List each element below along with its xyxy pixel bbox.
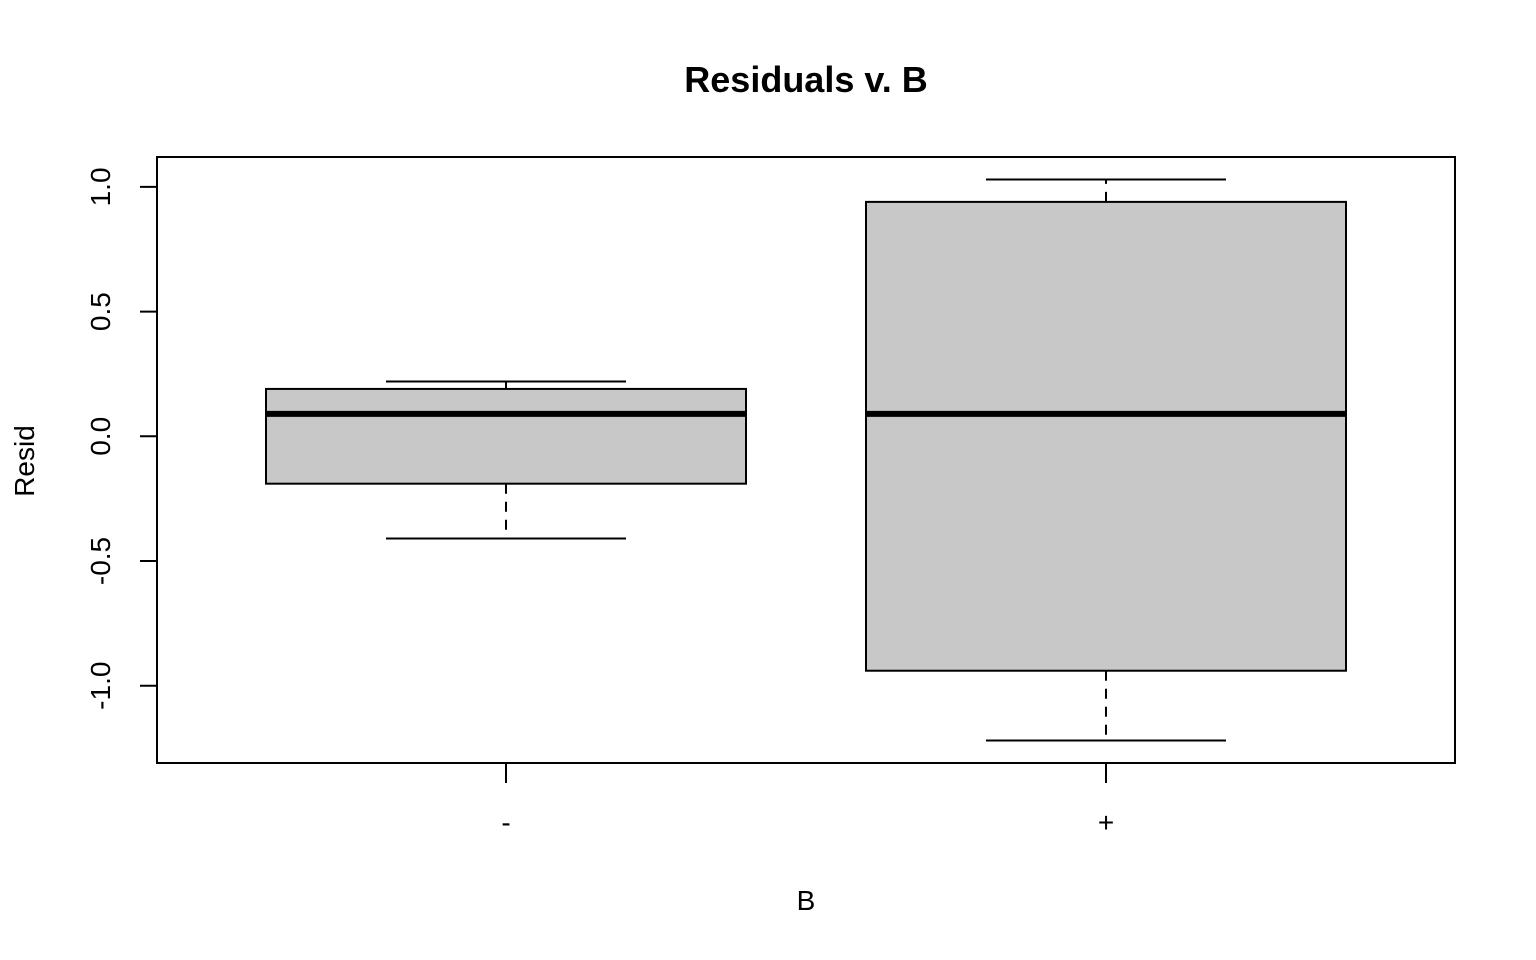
y-tick-label: 0.0 — [85, 417, 116, 456]
x-axis: - + — [501, 763, 1114, 838]
chart-title: Residuals v. B — [684, 59, 927, 100]
x-axis-label: B — [797, 885, 816, 916]
box-minus — [265, 380, 747, 540]
box-plus — [865, 178, 1347, 742]
iqr-box — [265, 387, 747, 485]
y-axis-label: Resid — [9, 425, 40, 497]
boxes — [265, 178, 1347, 742]
y-tick-label: 1.0 — [85, 167, 116, 206]
x-tick-label: - — [501, 807, 510, 838]
y-tick-label: -1.0 — [85, 662, 116, 710]
iqr-box — [865, 200, 1347, 672]
y-tick-label: 0.5 — [85, 292, 116, 331]
plot-frame — [156, 156, 1456, 764]
y-axis: -1.0 -0.5 0.0 0.5 1.0 — [85, 167, 157, 710]
y-tick-label: -0.5 — [85, 537, 116, 585]
x-tick-label: + — [1098, 807, 1114, 838]
